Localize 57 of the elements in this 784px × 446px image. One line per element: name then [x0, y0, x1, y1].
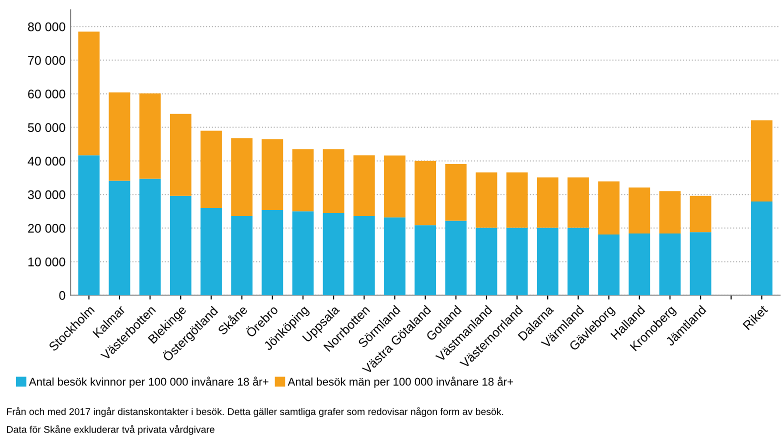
bar: [414, 160, 436, 226]
bar: [170, 196, 192, 296]
bar: [353, 216, 375, 296]
y-tick-label: 20 000: [28, 224, 66, 233]
legend-label: Antal besök kvinnor per 100 000 invånare 18 år+: [28, 376, 268, 388]
bar: [262, 210, 284, 296]
y-tick-label: 30 000: [28, 190, 66, 200]
y-tick-label: 70 000: [28, 56, 66, 65]
bar: [384, 156, 406, 218]
bar: [139, 93, 161, 179]
bar: [200, 208, 222, 296]
bar: [78, 155, 100, 296]
bar: [78, 32, 100, 156]
y-tick-label: 40 000: [28, 156, 66, 166]
bar: [690, 196, 712, 232]
y-tick-label: 10 000: [28, 257, 66, 266]
bar: [690, 232, 712, 296]
bar: [231, 138, 253, 216]
text: Från och med 2017 ingår distanskontakter i besök. Detta gäller samtliga grafer som redovisar någon form av besök.: [7, 407, 504, 418]
y-tick-label: 60 000: [28, 90, 66, 98]
bar: [384, 217, 406, 296]
bar: [476, 228, 498, 296]
bar: [170, 114, 192, 196]
bar: [108, 180, 130, 296]
text: Data för Skåne exkluderar två privata vårdgivare: [7, 424, 214, 435]
bar: [353, 155, 375, 216]
y-tick-label: 80 000: [28, 22, 66, 32]
bar: [659, 233, 681, 296]
bar: [322, 212, 344, 296]
bar: [751, 120, 772, 202]
bar: [231, 216, 253, 296]
bar: [536, 177, 558, 228]
bar: [292, 211, 314, 296]
bar: [445, 220, 467, 296]
bar: [108, 92, 130, 181]
bar: [598, 234, 620, 296]
bar: [292, 149, 314, 212]
bar: [598, 181, 620, 234]
bar: [476, 172, 498, 228]
bar: [659, 191, 681, 234]
bar: [506, 172, 528, 228]
bar: [322, 149, 344, 213]
bar: [139, 178, 161, 296]
bar: [568, 177, 589, 228]
bar: [751, 202, 772, 296]
bar: [568, 228, 589, 296]
bar: [445, 164, 467, 221]
bar: [628, 187, 650, 234]
bar: [506, 228, 528, 296]
y-tick-label: 0: [59, 291, 66, 300]
bar: [200, 130, 222, 208]
bar: [536, 228, 558, 296]
legend-label: Antal besök män per 100 000 invånare 18 år+: [288, 376, 513, 388]
bar: [414, 225, 436, 296]
bar: [628, 233, 650, 296]
bar: [262, 139, 284, 210]
y-tick-label: 50 000: [28, 123, 66, 132]
